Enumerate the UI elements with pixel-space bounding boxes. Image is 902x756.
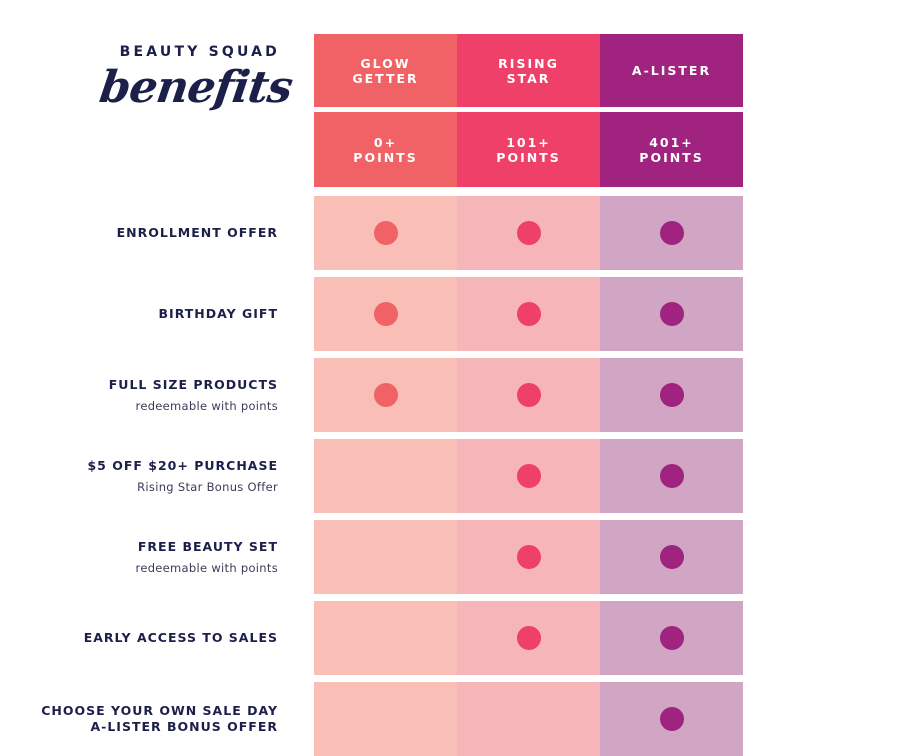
tier-name-text: A-LISTER bbox=[632, 63, 711, 78]
benefit-label: FREE BEAUTY SET redeemable with points bbox=[0, 520, 278, 594]
benefit-cell bbox=[600, 358, 743, 432]
tier-name-line1: GLOW bbox=[360, 55, 411, 71]
benefit-subtitle: redeemable with points bbox=[135, 561, 278, 575]
tier-points-text: 401+ POINTS bbox=[639, 135, 703, 165]
included-dot-icon bbox=[516, 383, 541, 407]
tier-points-text: 0+ POINTS bbox=[353, 135, 417, 165]
benefit-row bbox=[314, 601, 743, 675]
benefit-cell bbox=[600, 601, 743, 675]
benefit-row bbox=[314, 520, 743, 594]
benefit-title: FULL SIZE PRODUCTS bbox=[108, 377, 278, 392]
included-dot-icon bbox=[659, 545, 684, 569]
benefit-title-line2: A-LISTER BONUS OFFER bbox=[90, 719, 278, 734]
benefit-cell bbox=[457, 520, 600, 594]
benefit-subtitle: Rising Star Bonus Offer bbox=[137, 480, 278, 494]
benefit-cell bbox=[457, 439, 600, 513]
included-dot-icon bbox=[659, 383, 684, 407]
benefit-title: CHOOSE YOUR OWN SALE DAY bbox=[41, 703, 278, 718]
benefit-cell bbox=[600, 682, 743, 756]
tier-points-cell: 0+ POINTS bbox=[314, 112, 457, 187]
benefit-cell bbox=[457, 601, 600, 675]
tier-name-line1: A-LISTER bbox=[631, 63, 712, 78]
included-dot-icon bbox=[516, 545, 541, 569]
benefit-cell bbox=[314, 196, 457, 270]
tier-points-cell: 101+ POINTS bbox=[457, 112, 600, 187]
benefit-label: CHOOSE YOUR OWN SALE DAY A-LISTER BONUS O… bbox=[0, 682, 278, 756]
benefit-cell bbox=[600, 277, 743, 351]
tier-points-row: 0+ POINTS 101+ POINTS 401+ POINTS bbox=[314, 112, 743, 187]
benefit-cell bbox=[600, 439, 743, 513]
benefit-cell bbox=[600, 520, 743, 594]
included-dot-icon bbox=[516, 626, 541, 650]
included-dot-icon bbox=[659, 221, 684, 245]
benefit-cell bbox=[314, 439, 457, 513]
benefit-cell bbox=[600, 196, 743, 270]
benefit-cell bbox=[314, 520, 457, 594]
tier-points-line2: POINTS bbox=[639, 149, 704, 165]
benefit-cell bbox=[457, 358, 600, 432]
included-dot-icon bbox=[516, 221, 541, 245]
tier-name-line2: STAR bbox=[506, 70, 551, 86]
tier-points-cell: 401+ POINTS bbox=[600, 112, 743, 187]
tier-name-cell: GLOW GETTER bbox=[314, 34, 457, 107]
included-dot-icon bbox=[659, 707, 684, 731]
benefit-row bbox=[314, 277, 743, 351]
included-dot-icon bbox=[373, 221, 398, 245]
brand-script-title: benefits bbox=[96, 62, 296, 113]
benefit-title: FREE BEAUTY SET bbox=[137, 539, 278, 554]
benefit-label: BIRTHDAY GIFT bbox=[0, 277, 278, 351]
tier-points-line2: POINTS bbox=[496, 149, 561, 165]
benefit-label: FULL SIZE PRODUCTS redeemable with points bbox=[0, 358, 278, 432]
included-dot-icon bbox=[659, 626, 684, 650]
benefit-cell bbox=[457, 682, 600, 756]
benefit-row bbox=[314, 682, 743, 756]
benefit-cell bbox=[314, 601, 457, 675]
benefit-row bbox=[314, 358, 743, 432]
tier-points-text: 101+ POINTS bbox=[496, 135, 560, 165]
benefit-subtitle: redeemable with points bbox=[135, 399, 278, 413]
tier-name-row: GLOW GETTER RISING STAR A-LISTER bbox=[314, 34, 743, 107]
tier-name-text: RISING STAR bbox=[498, 56, 559, 86]
included-dot-icon bbox=[659, 464, 684, 488]
benefit-cell bbox=[314, 682, 457, 756]
benefit-cell bbox=[457, 196, 600, 270]
tier-points-line2: POINTS bbox=[353, 149, 418, 165]
tier-points-line1: 0+ bbox=[373, 134, 398, 150]
benefit-title: $5 OFF $20+ PURCHASE bbox=[87, 458, 278, 473]
tier-name-line2: GETTER bbox=[352, 70, 419, 86]
benefit-cell bbox=[457, 277, 600, 351]
benefit-row bbox=[314, 196, 743, 270]
benefit-label: ENROLLMENT OFFER bbox=[0, 196, 278, 270]
benefit-row bbox=[314, 439, 743, 513]
tier-points-line1: 401+ bbox=[649, 134, 694, 150]
benefit-cell bbox=[314, 277, 457, 351]
tier-name-text: GLOW GETTER bbox=[352, 56, 418, 86]
benefit-cell bbox=[314, 358, 457, 432]
tier-points-line1: 101+ bbox=[506, 134, 551, 150]
included-dot-icon bbox=[373, 383, 398, 407]
included-dot-icon bbox=[373, 302, 398, 326]
brand-title: BEAUTY SQUAD bbox=[119, 44, 280, 60]
included-dot-icon bbox=[516, 464, 541, 488]
benefit-title: EARLY ACCESS TO SALES bbox=[83, 630, 278, 645]
included-dot-icon bbox=[516, 302, 541, 326]
tier-name-cell: RISING STAR bbox=[457, 34, 600, 107]
benefit-title: BIRTHDAY GIFT bbox=[158, 306, 278, 321]
benefit-label: EARLY ACCESS TO SALES bbox=[0, 601, 278, 675]
benefit-title: ENROLLMENT OFFER bbox=[116, 225, 278, 240]
brand-heading: BEAUTY SQUAD benefits bbox=[96, 44, 295, 113]
tier-name-cell: A-LISTER bbox=[600, 34, 743, 107]
tier-name-line1: RISING bbox=[498, 55, 559, 71]
benefit-label: $5 OFF $20+ PURCHASE Rising Star Bonus Of… bbox=[0, 439, 278, 513]
included-dot-icon bbox=[659, 302, 684, 326]
